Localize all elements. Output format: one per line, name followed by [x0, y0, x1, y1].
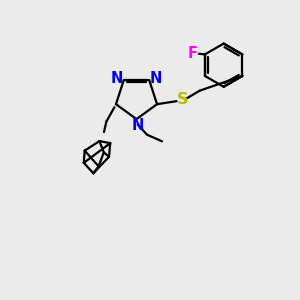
Text: N: N	[111, 71, 123, 86]
Text: N: N	[150, 71, 162, 86]
Text: F: F	[187, 46, 197, 61]
Text: N: N	[132, 118, 144, 133]
Text: S: S	[177, 92, 188, 107]
